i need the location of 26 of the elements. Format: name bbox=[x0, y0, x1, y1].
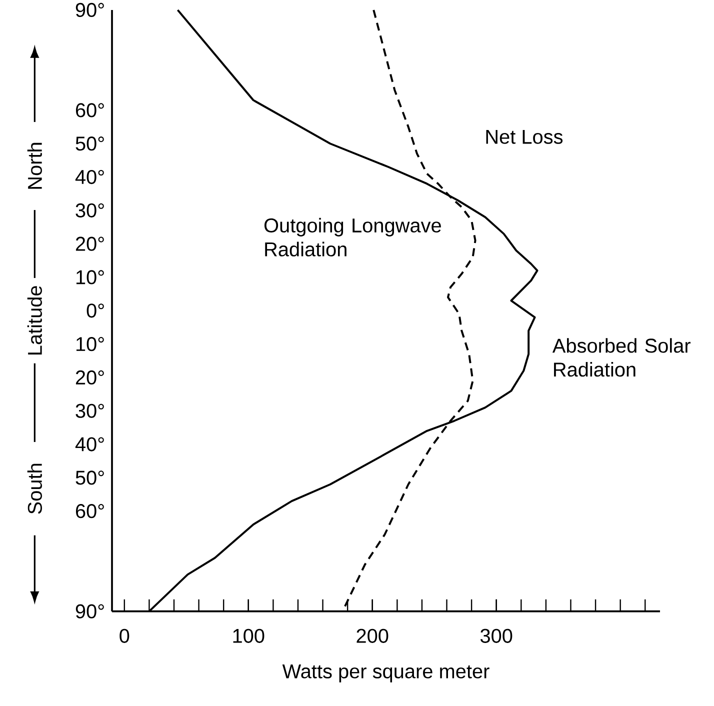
y-tick-label: 40° bbox=[75, 170, 104, 184]
y-tick-label: 40° bbox=[75, 437, 104, 452]
y-tick-label: 60° bbox=[76, 103, 104, 118]
y-axis-title: Latitude bbox=[27, 286, 42, 354]
x-tick-label: 200 bbox=[356, 628, 388, 643]
y-tick-label: 0° bbox=[86, 304, 104, 318]
y-tick-label: 60° bbox=[76, 504, 104, 518]
annotation: Net Loss bbox=[486, 130, 563, 144]
y-tick-label: 90° bbox=[76, 604, 104, 618]
x-tick-label: 0 bbox=[120, 628, 130, 643]
x-axis-title: Watts per square meter bbox=[282, 664, 490, 682]
x-tick-label: 300 bbox=[480, 628, 512, 643]
y-tick-label: 50° bbox=[76, 470, 104, 485]
y-tick-label: 30° bbox=[76, 203, 104, 218]
text: South bbox=[27, 464, 42, 514]
y-tick-label: 50° bbox=[76, 136, 104, 151]
y-tick-label: 30° bbox=[76, 404, 104, 418]
y-tick-label: 10° bbox=[76, 337, 104, 352]
y-tick-label: 10° bbox=[76, 270, 104, 284]
y-tick-label: 20° bbox=[76, 236, 104, 251]
series-label: Absorbed Solar Radiation bbox=[552, 338, 690, 377]
x-tick-label: 100 bbox=[233, 628, 264, 643]
text: North bbox=[27, 142, 42, 189]
series-label: Outgoing Longwave Radiation bbox=[264, 218, 441, 256]
y-tick-label: 90° bbox=[76, 2, 104, 18]
y-tick-label: 20° bbox=[76, 370, 104, 385]
